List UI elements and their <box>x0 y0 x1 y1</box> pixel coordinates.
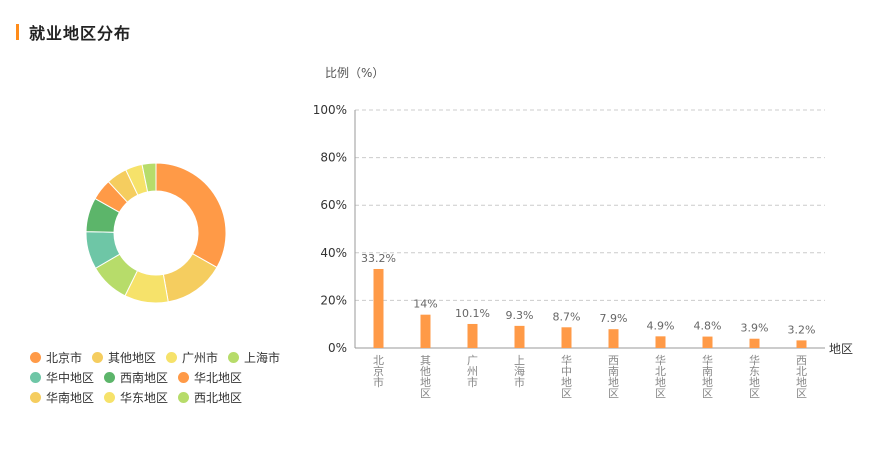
legend-item[interactable]: 华中地区 <box>30 370 95 385</box>
x-tick-label: 广州市 <box>467 354 478 389</box>
legend-item[interactable]: 上海市 <box>228 350 281 365</box>
legend-label: 华北地区 <box>194 370 243 385</box>
bar[interactable] <box>373 268 384 348</box>
legend-marker <box>30 371 41 383</box>
y-tick-label: 60% <box>320 198 347 212</box>
legend-label: 华南地区 <box>46 390 95 405</box>
y-tick-label: 20% <box>320 293 347 307</box>
page-title: 就业地区分布 <box>29 24 132 43</box>
data-label: 33.2% <box>361 252 396 265</box>
legend-marker <box>228 351 240 363</box>
data-label: 8.7% <box>553 310 581 323</box>
x-axis-title: 地区 <box>829 342 853 356</box>
legend-item[interactable]: 其他地区 <box>92 350 157 365</box>
data-label: 4.9% <box>647 319 675 332</box>
legend-item[interactable]: 西北地区 <box>178 390 243 405</box>
y-tick-label: 80% <box>320 151 347 165</box>
data-label: 9.3% <box>506 309 534 322</box>
x-tick-label: 上海市 <box>514 354 525 389</box>
bar[interactable] <box>420 314 431 348</box>
legend-marker <box>178 371 190 383</box>
bar[interactable] <box>467 323 478 348</box>
x-tick-label: 其他地区 <box>420 354 431 400</box>
legend-marker <box>166 351 178 363</box>
y-tick-label: 40% <box>320 246 347 260</box>
legend-marker <box>178 391 190 403</box>
bar[interactable] <box>608 329 619 348</box>
legend-marker <box>30 391 41 403</box>
legend-label: 上海市 <box>244 350 281 365</box>
x-tick-label: 华南地区 <box>702 353 713 400</box>
y-tick-label: 100% <box>313 103 347 117</box>
x-tick-label: 华东地区 <box>749 353 760 400</box>
bar[interactable] <box>514 325 525 348</box>
x-tick-label: 西南地区 <box>608 354 619 400</box>
bar[interactable] <box>702 336 713 348</box>
data-label: 4.8% <box>694 320 722 333</box>
x-tick-label: 华中地区 <box>561 353 572 400</box>
legend-label: 其他地区 <box>108 350 157 365</box>
legend-label: 西南地区 <box>120 370 169 385</box>
legend-item[interactable]: 华南地区 <box>30 390 95 405</box>
x-tick-label: 华北地区 <box>655 353 666 400</box>
data-label: 7.9% <box>600 312 628 325</box>
bar[interactable] <box>796 340 807 348</box>
donut-legend: 北京市 其他地区 广州市 上海市华中地区 西南地区 华北地区华南地区 华东地区 西北地区 <box>30 350 300 405</box>
donut-slice[interactable] <box>141 162 157 193</box>
bar-chart: 比例（%） 0% 20% 40% 60% 80% 100% 地区 33.2% 北京市 14% 其他地区… <box>313 66 853 400</box>
bar[interactable] <box>561 327 572 348</box>
data-label: 14% <box>413 298 437 311</box>
legend-label: 北京市 <box>46 350 83 365</box>
legend-item[interactable]: 北京市 <box>30 350 83 365</box>
bar[interactable] <box>749 338 760 348</box>
y-tick-label: 0% <box>328 341 347 355</box>
legend-marker <box>92 351 104 363</box>
legend-item[interactable]: 华北地区 <box>178 370 243 385</box>
donut-chart <box>85 162 227 304</box>
data-label: 3.2% <box>788 323 816 336</box>
x-tick-label: 北京市 <box>373 354 384 389</box>
legend-item[interactable]: 西南地区 <box>104 370 169 385</box>
bar[interactable] <box>655 336 666 348</box>
y-axis-title: 比例（%） <box>325 66 384 80</box>
legend-label: 广州市 <box>182 350 219 365</box>
x-tick-label: 西北地区 <box>796 354 807 400</box>
legend-label: 西北地区 <box>194 390 243 405</box>
data-label: 10.1% <box>455 307 490 320</box>
legend-label: 华东地区 <box>120 390 169 405</box>
section-header: 就业地区分布 <box>16 22 132 43</box>
legend-label: 华中地区 <box>46 370 95 385</box>
donut-slice[interactable] <box>155 162 227 269</box>
legend-marker <box>104 371 116 383</box>
legend-item[interactable]: 广州市 <box>166 350 219 365</box>
legend-marker <box>104 391 116 403</box>
data-label: 3.9% <box>741 322 769 335</box>
legend-marker <box>30 351 41 363</box>
title-accent-bar <box>16 24 19 40</box>
legend-item[interactable]: 华东地区 <box>104 390 169 405</box>
